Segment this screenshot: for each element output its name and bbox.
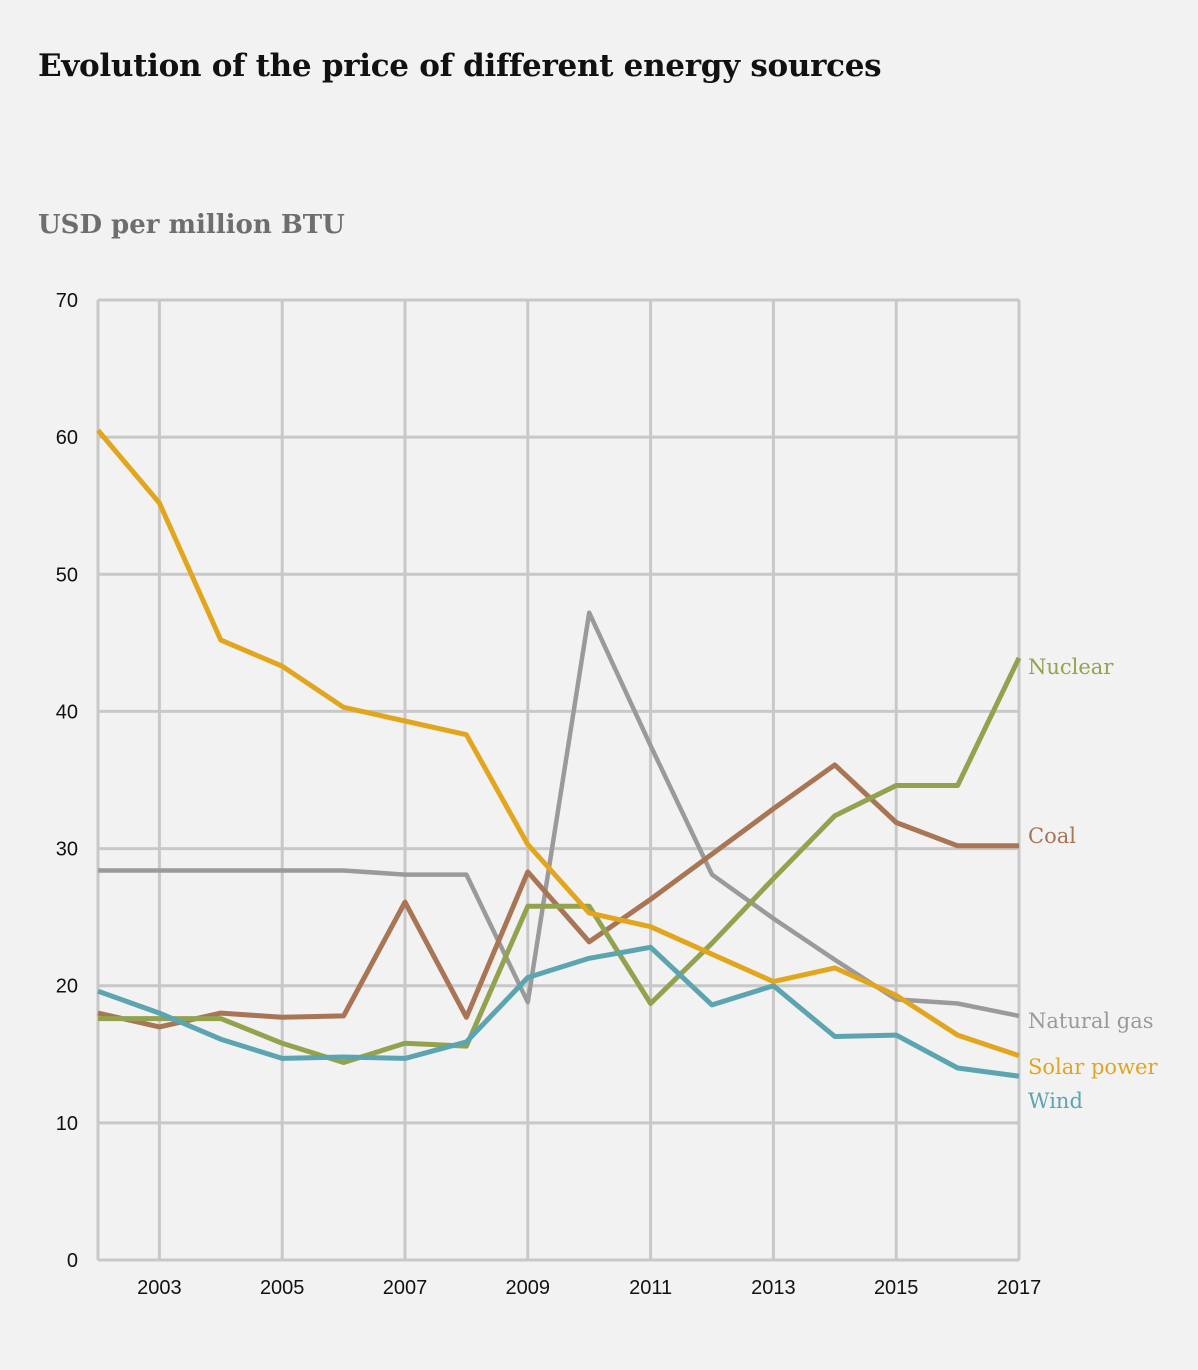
- series-line-solar-power: [96, 428, 1020, 1059]
- y-tick-labels: 0 10 20 30 40 50 60 70: [56, 290, 78, 1272]
- x-tick-label: 2003: [137, 1277, 182, 1299]
- series-line-natural-gas: [98, 610, 1020, 1019]
- y-tick-label: 20: [56, 976, 78, 998]
- x-tick-label: 2009: [506, 1277, 551, 1299]
- x-tick-labels: 2003 2005 2007 2009 2011 2013 2015 2017: [137, 1277, 1041, 1299]
- y-tick-label: 0: [67, 1250, 78, 1272]
- series-line-wind: [97, 944, 1020, 1079]
- y-tick-label: 50: [56, 564, 78, 586]
- grid: [96, 298, 1021, 1262]
- legend-label-natural-gas: Natural gas: [1028, 1009, 1154, 1033]
- x-tick-label: 2007: [383, 1277, 428, 1299]
- y-tick-label: 70: [56, 290, 78, 312]
- y-axis-unit-label: USD per million BTU: [38, 210, 345, 240]
- legend-label-coal: Coal: [1028, 824, 1076, 848]
- x-tick-label: 2013: [751, 1277, 796, 1299]
- y-tick-label: 60: [56, 427, 78, 449]
- x-tick-label: 2011: [629, 1277, 672, 1299]
- series-line-nuclear: [98, 656, 1022, 1065]
- legend-label-nuclear: Nuclear: [1028, 655, 1114, 679]
- x-tick-label: 2015: [874, 1277, 919, 1299]
- chart-title: Evolution of the price of different ener…: [38, 48, 882, 84]
- y-tick-label: 40: [56, 701, 78, 723]
- series-labels: Nuclear Coal Natural gas Solar power Wind: [1028, 655, 1158, 1113]
- y-tick-label: 10: [56, 1113, 78, 1135]
- y-tick-label: 30: [56, 839, 78, 861]
- series-lines: [96, 428, 1022, 1079]
- legend-label-wind: Wind: [1028, 1089, 1083, 1113]
- x-tick-label: 2017: [997, 1277, 1042, 1299]
- legend-label-solar-power: Solar power: [1028, 1055, 1158, 1079]
- x-tick-label: 2005: [260, 1277, 305, 1299]
